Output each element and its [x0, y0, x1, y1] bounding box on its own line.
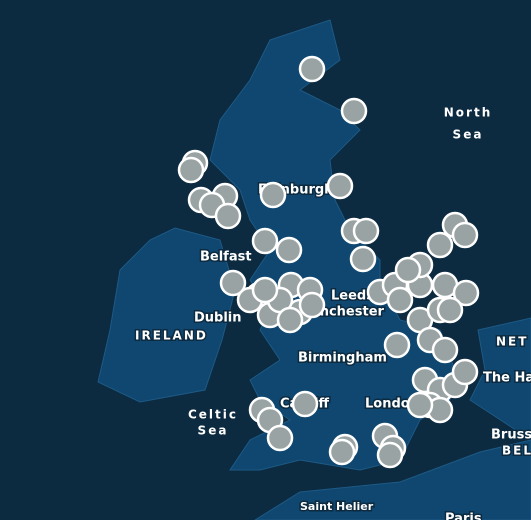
country-label: NET	[496, 335, 528, 349]
map-marker[interactable]	[436, 296, 464, 324]
map-marker[interactable]	[452, 279, 480, 307]
map-marker[interactable]	[177, 156, 205, 184]
map-marker[interactable]	[275, 236, 303, 264]
map-marker[interactable]	[383, 331, 411, 359]
country-label: BEL	[502, 444, 531, 458]
map-marker[interactable]	[386, 286, 414, 314]
country-label: IRELAND	[135, 329, 208, 343]
netherlands	[469, 317, 531, 441]
city-label: Paris	[445, 512, 482, 520]
sea-label: Celtic	[188, 408, 238, 422]
sea-label: Sea	[198, 424, 229, 438]
map-marker[interactable]	[276, 306, 304, 334]
markers	[177, 55, 480, 469]
city-label: Leeds	[331, 289, 374, 304]
map-marker[interactable]	[266, 424, 294, 452]
map-marker[interactable]	[251, 276, 279, 304]
city-label: London	[365, 397, 419, 412]
map-marker[interactable]	[394, 256, 422, 284]
map-marker[interactable]	[431, 336, 459, 364]
map-marker[interactable]	[340, 97, 368, 125]
city-label: Birmingham	[298, 351, 387, 366]
city-label: Brusse	[491, 428, 531, 443]
sea-label: North	[444, 106, 492, 120]
map-marker[interactable]	[352, 217, 380, 245]
map-marker[interactable]	[406, 391, 434, 419]
map-marker[interactable]	[259, 181, 287, 209]
map-marker[interactable]	[451, 221, 479, 249]
map-marker[interactable]	[298, 55, 326, 83]
city-label: Saint Helier	[300, 500, 374, 513]
france	[254, 439, 531, 520]
map-marker[interactable]	[451, 358, 479, 386]
map-marker[interactable]	[376, 441, 404, 469]
map-marker[interactable]	[326, 172, 354, 200]
city-label: The Hag	[483, 371, 531, 386]
city-label: Dublin	[194, 311, 242, 326]
map-marker[interactable]	[328, 438, 356, 466]
map-marker[interactable]	[298, 291, 326, 319]
map-marker[interactable]	[251, 227, 279, 255]
map-marker[interactable]	[214, 202, 242, 230]
map-marker[interactable]	[426, 231, 454, 259]
map-marker[interactable]	[219, 269, 247, 297]
map-marker[interactable]	[291, 390, 319, 418]
ireland	[97, 227, 236, 403]
labels: North Sea Edinburgh Belfast Dublin IRELA…	[134, 104, 531, 520]
map-marker[interactable]	[349, 245, 377, 273]
sea-label: Sea	[453, 128, 484, 142]
city-label: Belfast	[200, 250, 252, 265]
